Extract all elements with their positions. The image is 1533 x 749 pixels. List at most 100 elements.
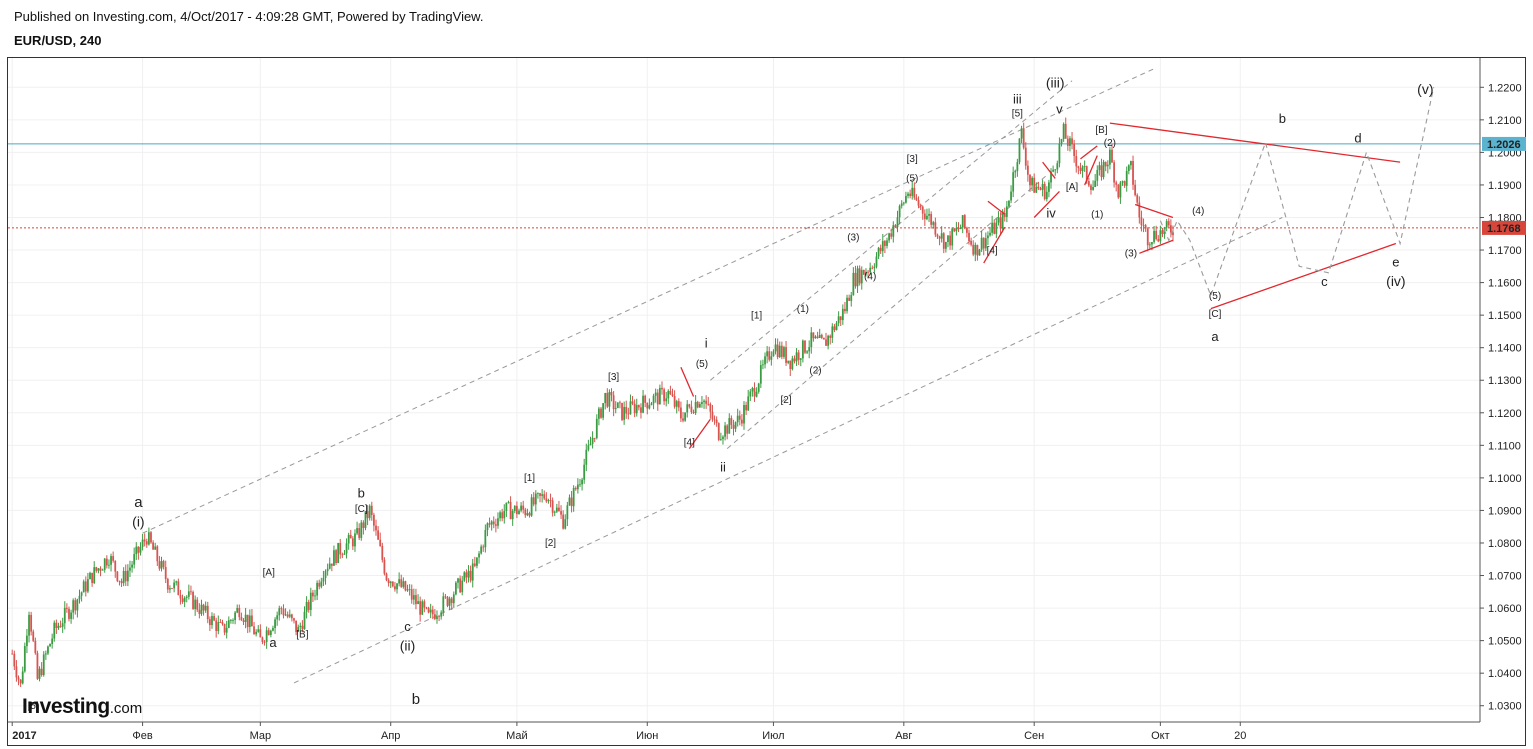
candle-body (1102, 161, 1105, 178)
candle-body (505, 502, 508, 511)
candle-body (318, 582, 321, 587)
candle-body (524, 509, 527, 516)
candle-body (284, 614, 287, 616)
candle-body (1075, 156, 1078, 167)
candle-body (1008, 200, 1010, 207)
candle-body (335, 550, 337, 563)
candle-body (541, 494, 544, 496)
candle-body (995, 222, 998, 234)
candle-body (450, 598, 453, 604)
candle-body (871, 267, 874, 269)
candle-body (680, 407, 682, 419)
candle-body (97, 568, 100, 571)
candle-body (606, 392, 609, 407)
candle-body (19, 679, 22, 684)
candle-body (1098, 165, 1101, 170)
candle-body (839, 316, 842, 321)
candle-body (286, 614, 289, 617)
candle-body (166, 578, 169, 590)
candle-body (961, 215, 964, 228)
candle-body (846, 297, 848, 312)
candle-body (490, 521, 493, 525)
wave-label: (3) (1125, 249, 1137, 260)
candle-body (621, 402, 623, 420)
candle-body (633, 403, 636, 414)
candle-body (1159, 230, 1162, 242)
candle-body (303, 611, 306, 630)
candle-body (808, 347, 811, 352)
candle-body (1127, 165, 1130, 172)
candle-body (349, 534, 352, 539)
candle-body (305, 601, 308, 612)
candle-body (1066, 138, 1069, 146)
investing-logo[interactable]: Investing.com (22, 695, 143, 718)
candle-body (238, 608, 241, 618)
candle-body (455, 582, 457, 595)
candle-body (419, 601, 422, 615)
candle-body (625, 406, 628, 414)
wave-label: [3] (608, 372, 619, 383)
candle-body (1060, 138, 1063, 144)
candle-body (932, 222, 935, 225)
wave-label: [2] (545, 538, 556, 549)
candle-body (1041, 183, 1044, 190)
candle-body (591, 437, 594, 444)
candle-body (980, 237, 983, 250)
candle-body (783, 347, 785, 357)
wave-label: b (1279, 111, 1286, 126)
candle-body (513, 505, 516, 511)
candle-body (984, 238, 987, 249)
candle-body (1012, 172, 1015, 192)
candle-body (89, 572, 91, 580)
candle-body (438, 616, 440, 618)
candle-body (865, 271, 867, 275)
candle-body (440, 612, 443, 617)
candle-body (398, 579, 401, 584)
candle-body (368, 505, 371, 519)
candle-body (385, 573, 388, 581)
candle-body (425, 607, 428, 609)
candle-body (812, 332, 815, 339)
candle-body (156, 546, 159, 562)
candle-body (501, 512, 504, 519)
y-tick-label: 1.0900 (1488, 505, 1522, 517)
channel-line (142, 67, 1157, 534)
candle-body (795, 352, 798, 362)
candle-body (194, 599, 197, 609)
candle-body (1153, 230, 1155, 243)
candle-body (1085, 166, 1088, 182)
candle-body (200, 604, 203, 614)
candle-body (177, 581, 180, 596)
candle-body (841, 308, 844, 321)
candle-body (171, 588, 173, 589)
candle-body (1094, 180, 1097, 188)
candle-body (1020, 128, 1023, 139)
candle-body (320, 581, 323, 587)
x-tick-label: Окт (1151, 730, 1170, 742)
candle-body (370, 505, 373, 515)
candle-body (337, 543, 340, 563)
candle-body (242, 620, 245, 622)
candle-body (473, 563, 476, 566)
candle-body (509, 501, 512, 520)
candle-body (894, 225, 897, 228)
candle-body (1010, 191, 1012, 201)
candle-body (444, 596, 447, 598)
candle-body (38, 668, 41, 679)
candle-body (433, 614, 436, 619)
wave-label: (ii) (400, 637, 416, 653)
candle-body (993, 222, 996, 234)
wave-label: (4) (864, 271, 876, 282)
candle-body (442, 596, 445, 613)
candle-body (785, 347, 787, 363)
candle-body (1104, 161, 1107, 167)
candle-body (572, 487, 575, 507)
candle-body (51, 638, 54, 644)
wave-label: (v) (1417, 81, 1433, 97)
x-tick-label: Май (506, 730, 528, 742)
candle-body (436, 616, 438, 619)
candle-body (860, 270, 863, 284)
candle-body (160, 561, 163, 569)
candle-body (608, 392, 611, 407)
